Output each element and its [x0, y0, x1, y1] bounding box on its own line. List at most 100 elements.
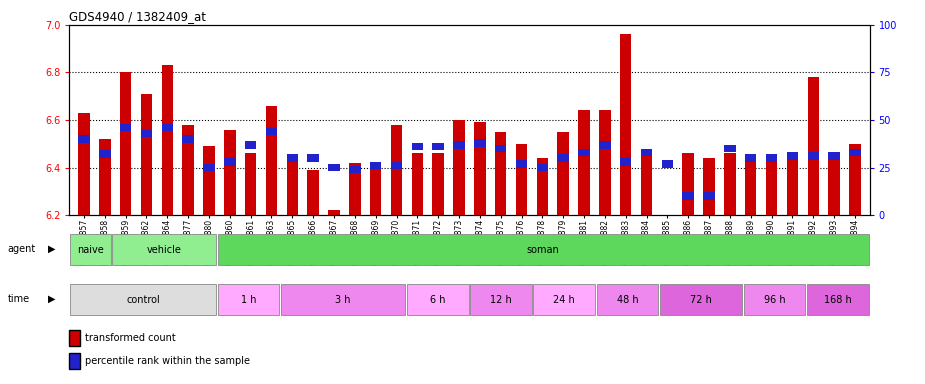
Text: 24 h: 24 h: [553, 295, 575, 305]
Bar: [412, 153, 423, 215]
Bar: [245, 153, 256, 215]
Bar: [120, 73, 131, 215]
Bar: [217, 284, 279, 315]
Bar: [703, 158, 715, 215]
Bar: [99, 151, 110, 158]
Bar: [407, 284, 469, 315]
Text: percentile rank within the sample: percentile rank within the sample: [85, 356, 250, 366]
Bar: [829, 153, 840, 215]
Bar: [433, 143, 444, 151]
Bar: [120, 124, 131, 131]
Bar: [599, 141, 610, 149]
Bar: [808, 284, 869, 315]
Text: control: control: [126, 295, 160, 305]
Bar: [217, 234, 869, 265]
Text: 48 h: 48 h: [617, 295, 638, 305]
Text: naive: naive: [77, 245, 104, 255]
Text: 168 h: 168 h: [824, 295, 852, 305]
Bar: [224, 129, 236, 215]
Bar: [620, 35, 632, 215]
Bar: [349, 163, 361, 215]
Bar: [141, 129, 153, 137]
Bar: [536, 158, 549, 215]
Bar: [744, 284, 806, 315]
Text: 1 h: 1 h: [240, 295, 256, 305]
Bar: [245, 141, 256, 149]
Bar: [516, 160, 527, 167]
Text: 72 h: 72 h: [690, 295, 712, 305]
Bar: [328, 210, 339, 215]
Bar: [287, 154, 298, 162]
Text: time: time: [7, 294, 30, 304]
Bar: [390, 162, 402, 169]
Bar: [578, 111, 590, 215]
Bar: [433, 153, 444, 215]
Text: 12 h: 12 h: [490, 295, 512, 305]
Bar: [470, 284, 532, 315]
Text: 3 h: 3 h: [336, 295, 351, 305]
Text: ▶: ▶: [48, 244, 55, 254]
Bar: [475, 122, 486, 215]
Bar: [495, 132, 506, 215]
Bar: [703, 192, 715, 200]
Bar: [70, 234, 111, 265]
Bar: [162, 65, 173, 215]
Bar: [558, 154, 569, 162]
Bar: [683, 192, 694, 200]
Bar: [79, 135, 90, 143]
Text: GDS4940 / 1382409_at: GDS4940 / 1382409_at: [69, 10, 206, 23]
Bar: [558, 132, 569, 215]
Text: soman: soman: [526, 245, 560, 255]
Bar: [495, 145, 506, 152]
Bar: [516, 144, 527, 215]
Bar: [370, 167, 381, 215]
Bar: [70, 284, 216, 315]
Bar: [141, 94, 153, 215]
Bar: [265, 106, 278, 215]
Bar: [287, 161, 298, 215]
Bar: [265, 127, 278, 135]
Bar: [724, 145, 735, 152]
Bar: [307, 154, 319, 162]
Bar: [224, 158, 236, 166]
Bar: [745, 154, 757, 162]
Bar: [112, 234, 216, 265]
Bar: [766, 154, 777, 162]
Bar: [745, 156, 757, 215]
Bar: [660, 284, 743, 315]
Bar: [328, 164, 339, 171]
Bar: [162, 124, 173, 131]
Bar: [808, 77, 819, 215]
Bar: [599, 111, 610, 215]
Bar: [79, 113, 90, 215]
Text: agent: agent: [7, 244, 36, 254]
Bar: [597, 284, 658, 315]
Bar: [412, 143, 423, 151]
Text: 96 h: 96 h: [764, 295, 785, 305]
Text: vehicle: vehicle: [147, 245, 181, 255]
Bar: [536, 164, 549, 171]
Bar: [453, 120, 464, 215]
Bar: [641, 149, 652, 156]
Text: 6 h: 6 h: [430, 295, 446, 305]
Bar: [683, 153, 694, 215]
Bar: [182, 135, 194, 143]
Bar: [578, 149, 590, 156]
Bar: [786, 152, 798, 160]
Bar: [766, 158, 777, 215]
Bar: [849, 144, 860, 215]
Bar: [204, 146, 215, 215]
Bar: [661, 160, 673, 167]
Bar: [204, 164, 215, 171]
Bar: [370, 162, 381, 169]
Bar: [349, 166, 361, 173]
Bar: [641, 149, 652, 215]
Bar: [281, 284, 405, 315]
Bar: [453, 141, 464, 149]
Bar: [724, 153, 735, 215]
Bar: [99, 139, 110, 215]
Bar: [390, 125, 402, 215]
Bar: [808, 152, 819, 160]
Bar: [475, 139, 486, 147]
Bar: [182, 125, 194, 215]
